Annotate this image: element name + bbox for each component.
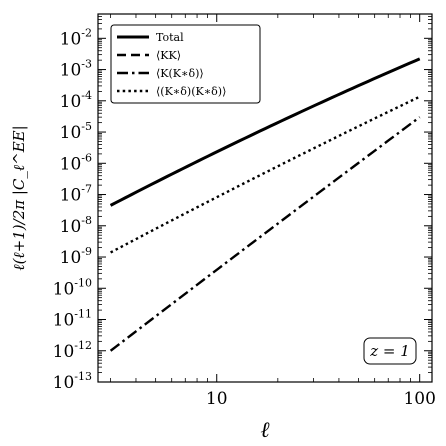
y-tick-label: 10-12 [53,339,92,362]
series-lines [109,57,421,352]
y-tick-exponent: -12 [74,339,92,352]
annotation-text: z = 1 [369,342,410,360]
y-tick-exponent: -6 [81,151,92,164]
axis-ticks: 10 10010-1310-1210-1110-1010-910-810-710-… [53,13,436,409]
y-tick-label: 10-2 [60,26,92,49]
y-tick-base: 10 [60,29,82,49]
x-axis-label: ℓ [260,418,270,443]
y-tick-base: 10 [53,279,75,299]
y-axis-label: ℓ(ℓ+1)/2π |C_ℓ^EE| [10,125,28,270]
y-tick-label: 10-5 [60,120,92,143]
y-tick-base: 10 [60,61,82,81]
y-tick-base: 10 [60,217,82,237]
y-tick-base: 10 [60,154,82,174]
y-tick-base: 10 [60,123,82,143]
y-tick-label: 10-6 [60,151,92,174]
plot-area [97,13,433,383]
legend-label: ⟨K(K∗δ)⟩ [156,67,204,80]
y-tick-label: 10-13 [53,370,92,393]
legend: Total ⟨KK⟩ ⟨K(K∗δ)⟩ ⟨(K∗δ)(K∗δ)⟩ [110,24,261,104]
legend-box [110,24,261,104]
y-tick-label: 10-7 [60,183,92,206]
legend-label: ⟨KK⟩ [156,49,181,62]
y-tick-exponent: -7 [81,183,92,196]
y-tick-exponent: -8 [81,214,92,227]
y-tick-exponent: -5 [81,120,92,133]
y-tick-label: 10-4 [60,89,92,112]
y-tick-base: 10 [53,311,75,331]
y-tick-exponent: -3 [81,58,92,71]
y-tick-base: 10 [60,186,82,206]
x-tick-label: 10 [206,389,228,409]
y-tick-label: 10-11 [53,308,92,331]
y-tick-base: 10 [53,342,75,362]
legend-label: ⟨(K∗δ)(K∗δ)⟩ [156,85,226,98]
y-tick-exponent: -11 [74,308,92,321]
y-tick-label: 10-3 [60,58,92,81]
y-tick-label: 10-10 [53,276,92,299]
series-line-dashdot [109,116,421,352]
y-tick-exponent: -4 [81,89,92,102]
y-tick-base: 10 [53,373,75,393]
legend-label: Total [156,31,184,44]
series-line-solid [109,57,421,207]
plot-frame [97,13,433,383]
redshift-annotation: z = 1 [363,337,417,365]
y-tick-label: 10-8 [60,214,92,237]
series-line-dotted [110,95,421,254]
y-axis-label-text: ℓ(ℓ+1)/2π |C_ℓ^EE| [10,125,28,270]
annotation-box [363,337,417,365]
y-tick-exponent: -9 [81,245,92,258]
x-tick-label: 100 [403,389,435,409]
y-tick-base: 10 [60,248,82,268]
y-tick-exponent: -10 [74,276,92,289]
y-tick-base: 10 [60,92,82,112]
y-tick-exponent: -2 [81,26,92,39]
y-tick-exponent: -13 [74,370,92,383]
y-tick-label: 10-9 [60,245,92,268]
